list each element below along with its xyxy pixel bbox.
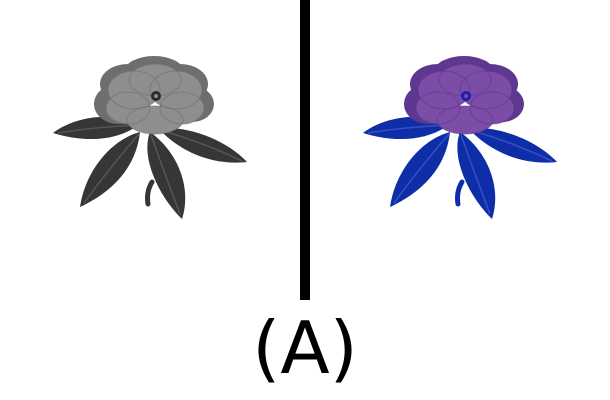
divider — [300, 0, 310, 300]
flower-icon — [363, 56, 557, 219]
grayscale-flower-panel — [0, 0, 300, 300]
flower-icon — [53, 56, 247, 219]
figure-caption: (A) — [252, 306, 358, 390]
tinted-flower-panel — [310, 0, 610, 300]
